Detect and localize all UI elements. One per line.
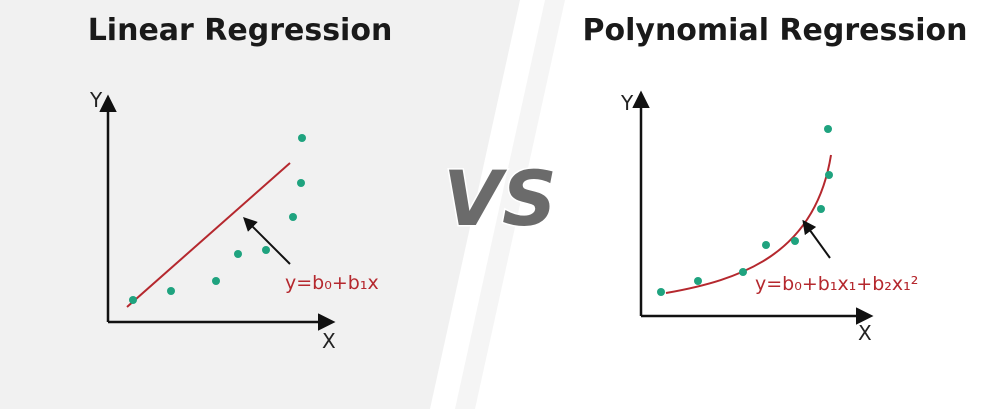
equation: y=b₀+b₁x (285, 272, 379, 294)
y-axis-label: Y (620, 91, 634, 115)
x-axis-label: X (858, 321, 872, 345)
divider-stripe (455, 0, 565, 409)
right-title: Polynomial Regression (583, 13, 968, 48)
pointer-arrow (802, 219, 831, 259)
pointer-arrow (243, 217, 291, 265)
regression-line (126, 162, 291, 308)
data-points (657, 125, 833, 296)
x-axis-label: X (322, 329, 336, 353)
regression-curve (665, 154, 832, 294)
vs-label: VS (443, 154, 557, 243)
left-title: Linear Regression (88, 13, 393, 48)
data-points (129, 134, 306, 304)
equation: y=b₀+b₁x₁+b₂x₁² (755, 273, 918, 295)
y-axis-label: Y (89, 88, 103, 112)
left-panel (0, 0, 520, 409)
